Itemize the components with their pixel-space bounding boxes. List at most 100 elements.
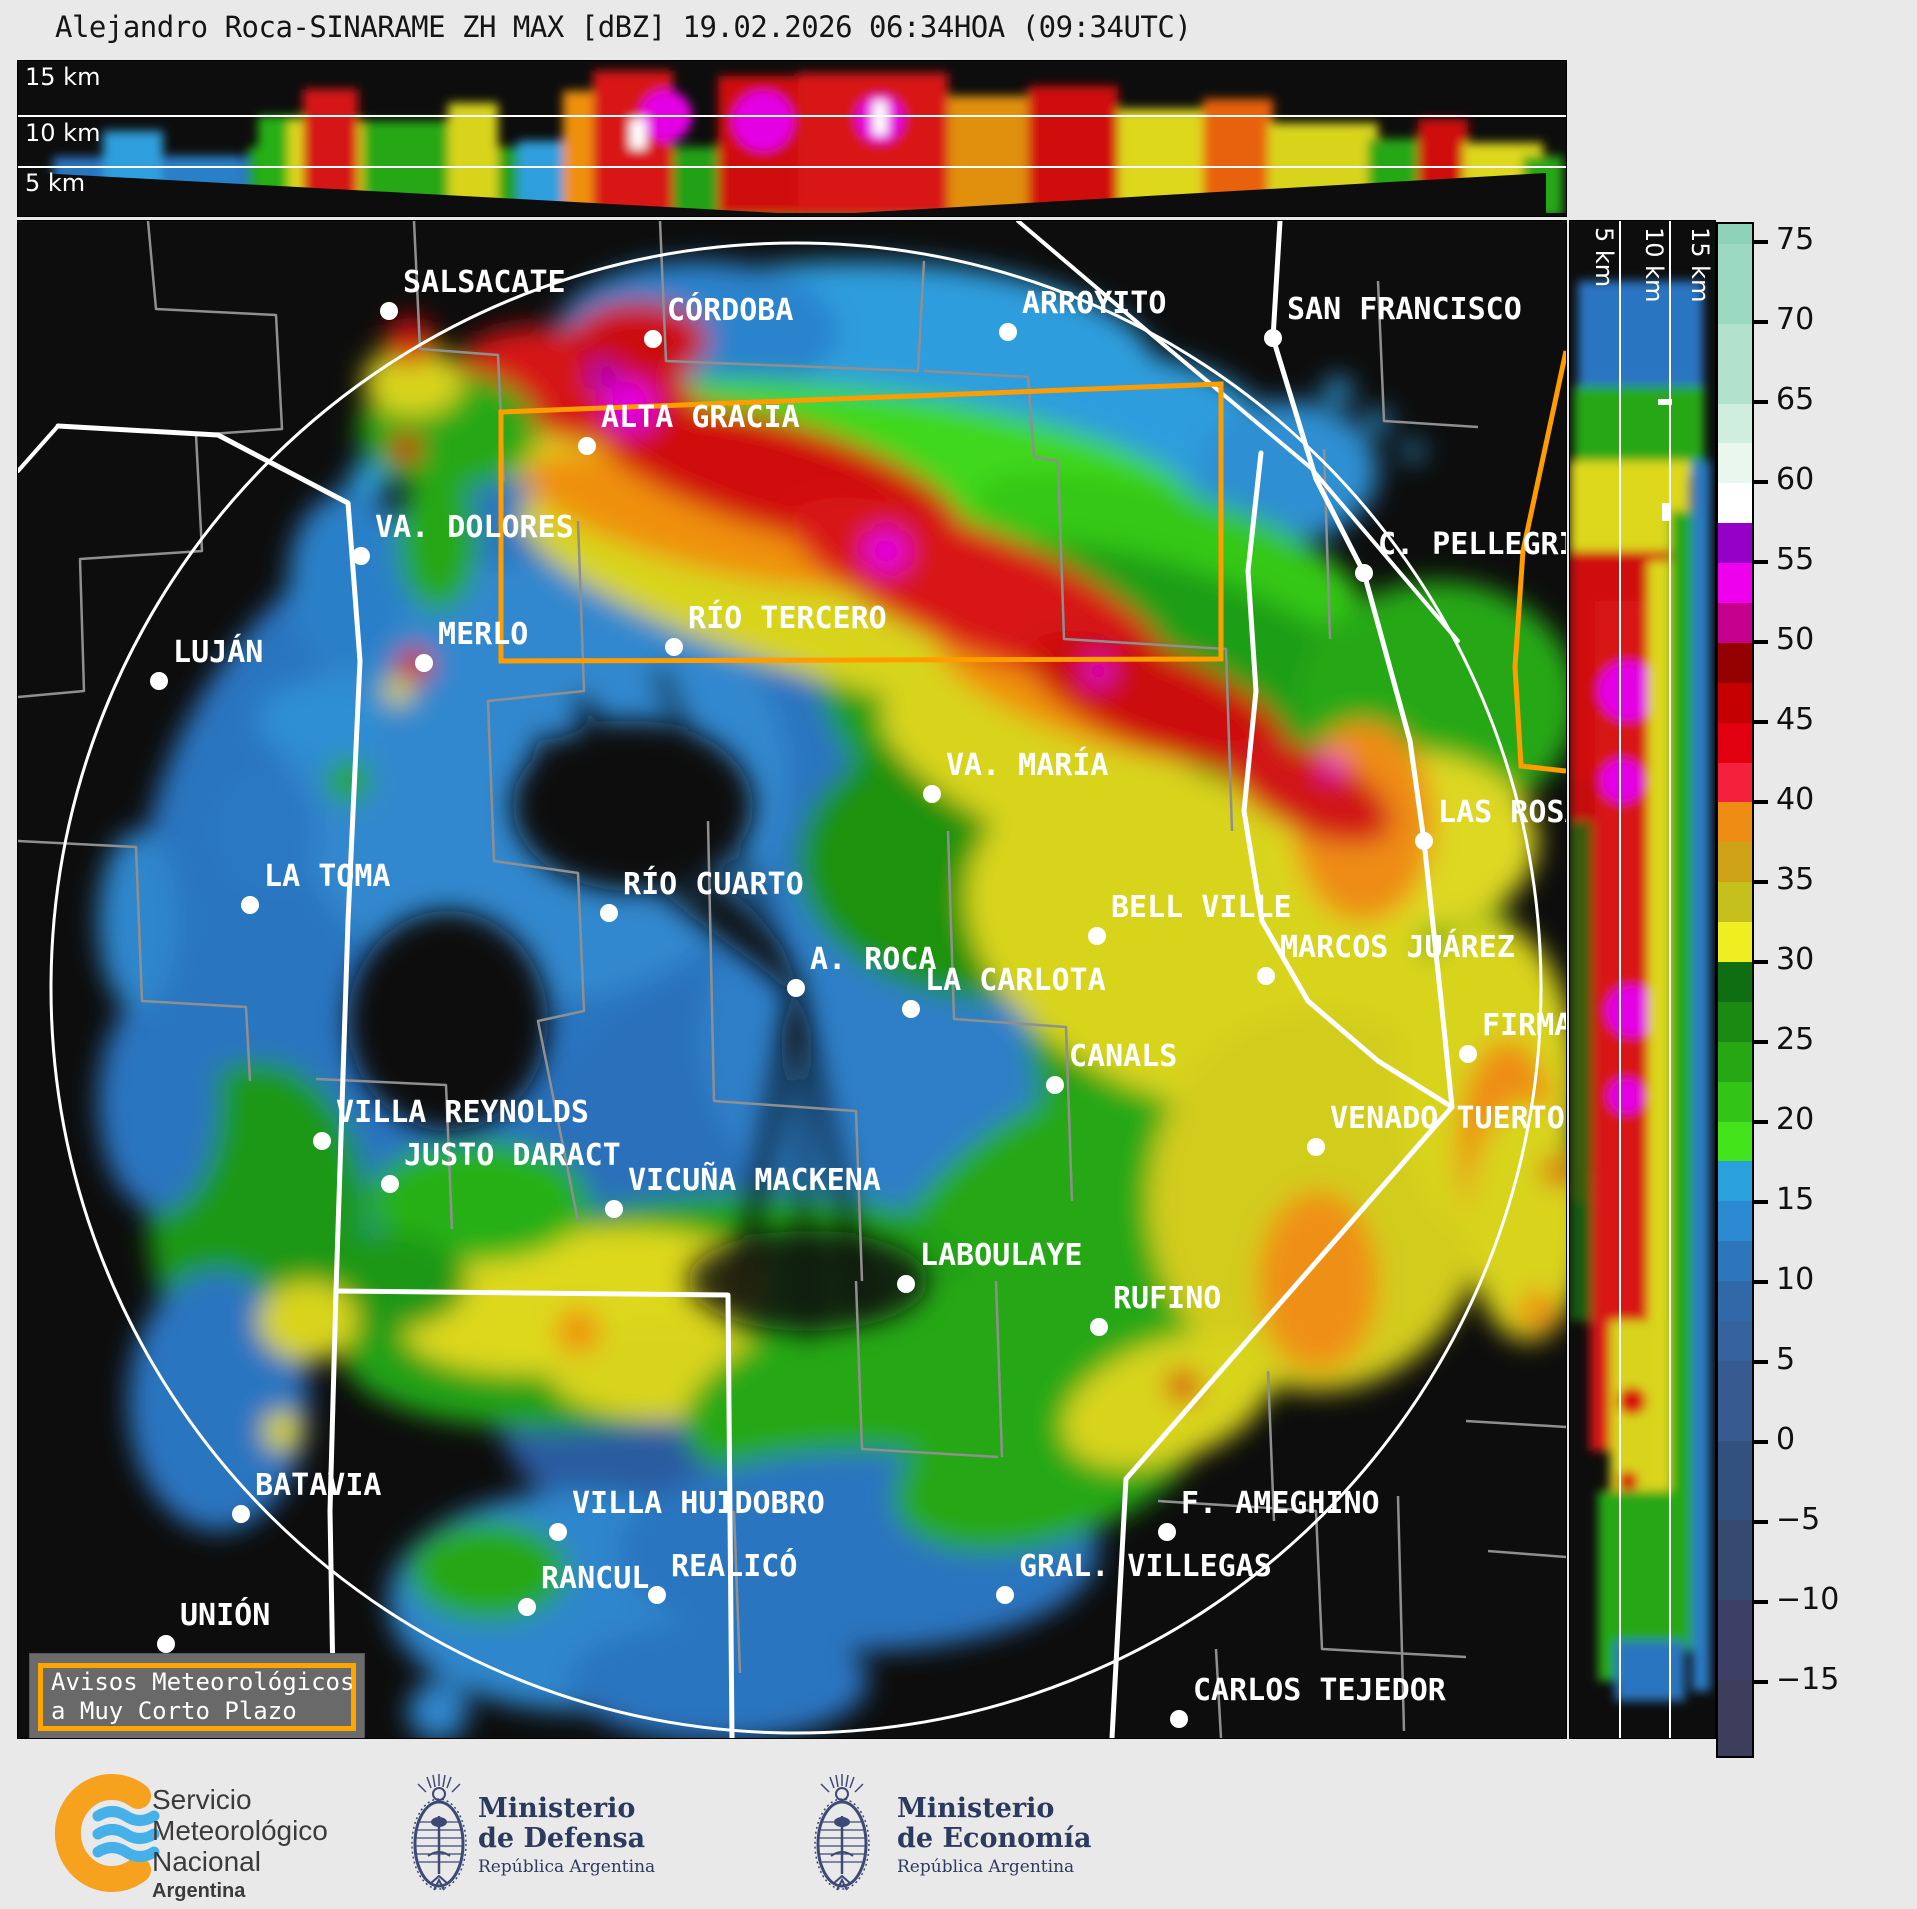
city-dot (578, 436, 597, 455)
tick-label: 35 (1776, 862, 1815, 897)
ns-cross-section-panel: 5 km 10 km 15 km (1569, 220, 1716, 1739)
height-line-5km (18, 166, 1566, 168)
colorbar-band (1718, 882, 1752, 923)
tick-mark (1754, 480, 1768, 484)
city-label: C. PELLEGRINI (1377, 526, 1566, 562)
warning-legend-line1: Avisos Meteorológicos (51, 1668, 355, 1696)
tick-mark (1754, 560, 1768, 564)
tick-label: −10 (1776, 1582, 1840, 1617)
city-label: CÓRDOBA (666, 293, 794, 329)
colorbar-band (1718, 802, 1752, 843)
city-dot (1354, 563, 1373, 582)
height-line-5km-vertical (1619, 221, 1621, 1738)
city-label: VENADO TUERTO (1329, 1100, 1565, 1136)
colorbar-band (1718, 722, 1752, 763)
warning-legend-box: Avisos Meteorológicos a Muy Corto Plazo (29, 1653, 365, 1738)
defensa-line3: República Argentina (478, 1857, 656, 1877)
city-dot (1306, 1137, 1325, 1156)
city-dot (1263, 328, 1282, 347)
city-label: REALICÓ (671, 1548, 798, 1584)
page-title: Alejandro Roca-SINARAME ZH MAX [dBZ] 19.… (55, 10, 1192, 44)
ns-cross-section-echoes (1570, 281, 1710, 1701)
tick-label: 75 (1776, 221, 1815, 257)
city-dot (787, 978, 806, 997)
city-label: FIRMAT (1482, 1007, 1566, 1043)
city-label: A. ROCA (810, 941, 937, 977)
tick-label: 45 (1776, 702, 1815, 737)
tick-label: 60 (1776, 462, 1815, 497)
footer: Servicio Meteorológico Nacional Argentin… (0, 1760, 1917, 1909)
defensa-text: Ministerio de Defensa República Argentin… (478, 1794, 656, 1878)
tick-mark (1754, 1200, 1768, 1204)
tick-mark (1754, 880, 1768, 884)
tick-label: 0 (1776, 1422, 1796, 1457)
city-dot (1089, 1318, 1108, 1337)
smn-line1: Servicio (152, 1784, 252, 1815)
city-label: ARROYITO (1021, 286, 1167, 322)
city-label: F. AMEGHINO (1180, 1485, 1380, 1521)
city-dot (241, 896, 260, 914)
city-dot (156, 1634, 175, 1653)
economia-line1: Ministerio (897, 1793, 1055, 1824)
smn-logo-icon (54, 1774, 160, 1892)
defensa-line2: de Defensa (478, 1823, 646, 1854)
colorbar-band (1718, 563, 1752, 603)
smn-logo-text: Servicio Meteorológico Nacional Argentin… (152, 1784, 328, 1903)
city-label: RUFINO (1112, 1281, 1222, 1317)
colorbar-band (1718, 1320, 1752, 1361)
city-dot (1087, 926, 1106, 945)
city-dot (896, 1274, 915, 1293)
colorbar-band (1718, 1440, 1752, 1521)
tick-mark (1754, 1600, 1768, 1604)
tick-label: −15 (1776, 1662, 1840, 1697)
warning-legend-border: Avisos Meteorológicos a Muy Corto Plazo (38, 1663, 356, 1731)
city-label: ALTA GRACIA (601, 399, 800, 435)
height-label-15km: 15 km (25, 63, 101, 91)
tick-mark (1754, 1120, 1768, 1124)
tick-label: 30 (1776, 942, 1815, 977)
warning-legend-line2: a Muy Corto Plazo (51, 1697, 297, 1725)
height-label-5km-vertical: 5 km (1590, 227, 1618, 288)
tick-label: 55 (1776, 542, 1815, 577)
city-label: UNIÓN (179, 1597, 271, 1633)
city-dot (313, 1132, 332, 1151)
tick-label: −5 (1776, 1502, 1821, 1537)
ew-cross-section-echoes (18, 71, 1566, 216)
tick-label: 5 (1776, 1342, 1796, 1377)
colorbar-band (1718, 1360, 1752, 1441)
city-label: VA. DOLORES (375, 509, 574, 545)
city-dot (643, 330, 662, 349)
city-label: JUSTO DARACT (403, 1137, 621, 1173)
colorbar-band (1718, 922, 1752, 962)
defensa-coat-of-arms-icon (411, 1774, 467, 1891)
tick-mark (1754, 1440, 1768, 1444)
city-label: VICUÑA MACKENA (627, 1163, 881, 1199)
colorbar-band (1718, 1281, 1752, 1321)
height-line-10km-vertical (1669, 221, 1671, 1738)
range-ring (49, 241, 1543, 1735)
colorbar-band (1718, 961, 1752, 1002)
smn-line4: Argentina (152, 1880, 246, 1902)
colorbar-band (1718, 1041, 1752, 1082)
colorbar-band (1718, 323, 1752, 404)
city-dot (902, 999, 921, 1018)
colorbar-band (1718, 682, 1752, 723)
city-dot (517, 1597, 536, 1616)
tick-label: 25 (1776, 1022, 1815, 1057)
tick-mark (1754, 720, 1768, 724)
city-dot (998, 323, 1017, 342)
city-label: SAN FRANCISCO (1286, 291, 1522, 327)
ew-cross-section-panel: 15 km 10 km 5 km (17, 60, 1567, 217)
colorbar-band (1718, 443, 1752, 484)
city-dot (1415, 831, 1434, 850)
colorbar-band (1718, 483, 1752, 524)
city-dot (548, 1522, 567, 1541)
height-label-15km-vertical: 15 km (1686, 227, 1714, 303)
city-label: BELL VILLE (1110, 889, 1292, 925)
tick-label: 20 (1776, 1102, 1815, 1137)
city-dot (996, 1585, 1014, 1604)
dbz-colorbar (1716, 222, 1754, 1758)
city-dot (922, 784, 941, 803)
city-label: VILLA REYNOLDS (336, 1095, 589, 1131)
